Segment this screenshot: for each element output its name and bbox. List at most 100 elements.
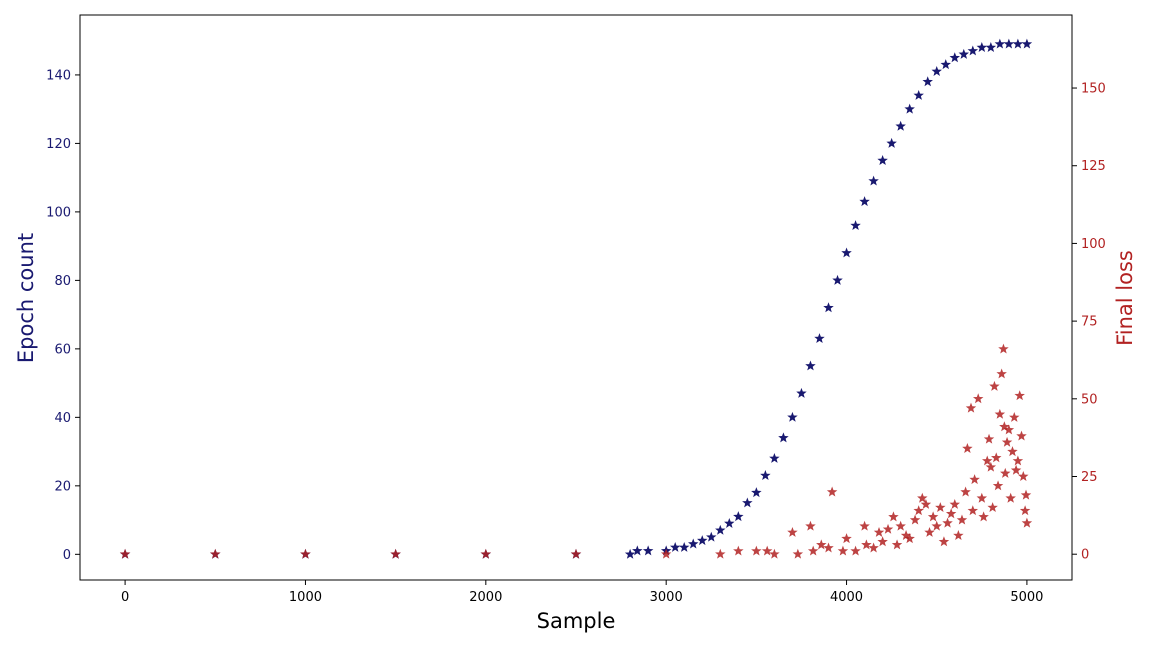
data-point xyxy=(886,137,897,148)
data-point xyxy=(742,497,753,508)
data-point xyxy=(787,411,798,422)
data-point xyxy=(949,52,960,63)
data-point xyxy=(816,539,827,550)
data-point xyxy=(868,542,879,553)
data-point xyxy=(994,38,1006,49)
data-point xyxy=(390,548,401,559)
data-point xyxy=(751,487,762,498)
data-point xyxy=(1014,390,1025,401)
data-point xyxy=(570,548,582,559)
series-final-loss xyxy=(119,343,1033,559)
x-tick-label: 4000 xyxy=(830,590,863,605)
data-point xyxy=(962,443,973,453)
data-point xyxy=(1000,467,1011,478)
data-point xyxy=(841,247,852,258)
data-point xyxy=(678,541,690,552)
data-point xyxy=(942,517,953,528)
data-point xyxy=(960,486,971,497)
data-point xyxy=(976,492,988,503)
data-point xyxy=(895,120,906,131)
y-right-tick-label: 75 xyxy=(1081,315,1098,330)
data-point xyxy=(868,175,879,186)
y-left-tick-label: 140 xyxy=(46,68,71,83)
data-point xyxy=(632,545,643,556)
data-point xyxy=(859,520,870,531)
data-point xyxy=(873,526,885,537)
x-tick-label: 0 xyxy=(121,590,129,605)
data-point xyxy=(832,274,843,285)
data-point xyxy=(958,48,970,59)
data-point xyxy=(953,530,964,541)
data-point xyxy=(922,76,933,87)
x-tick-label: 5000 xyxy=(1010,590,1043,605)
data-point xyxy=(688,538,699,549)
data-point xyxy=(998,343,1009,354)
x-axis-title: Sample xyxy=(537,609,616,633)
data-point xyxy=(913,89,924,100)
data-point xyxy=(733,511,744,522)
data-point xyxy=(1005,492,1016,503)
data-point xyxy=(769,548,780,559)
data-point xyxy=(792,548,804,559)
data-point xyxy=(826,486,838,497)
data-point xyxy=(904,103,915,114)
data-point xyxy=(877,536,888,547)
data-point xyxy=(861,539,872,550)
data-point xyxy=(1003,38,1015,49)
y-left-tick-label: 40 xyxy=(54,411,71,426)
data-point xyxy=(850,545,861,556)
data-point xyxy=(715,548,726,559)
data-point xyxy=(940,59,951,70)
data-point xyxy=(841,533,852,544)
data-point xyxy=(900,530,912,541)
data-point xyxy=(624,548,636,559)
data-point xyxy=(927,511,939,522)
data-point xyxy=(985,42,997,52)
data-point xyxy=(1012,38,1024,49)
data-point xyxy=(909,514,921,525)
data-point xyxy=(983,433,995,444)
data-point xyxy=(949,498,960,509)
data-point xyxy=(917,492,928,503)
y-left-tick-label: 80 xyxy=(54,274,71,289)
data-point xyxy=(877,155,888,165)
data-point xyxy=(760,470,771,481)
data-point xyxy=(1010,464,1022,475)
data-point xyxy=(778,432,789,443)
y-right-tick-label: 150 xyxy=(1081,82,1106,97)
data-point xyxy=(891,539,903,550)
data-point xyxy=(642,545,654,556)
series-epoch-count xyxy=(119,38,1033,559)
y-left-tick-label: 60 xyxy=(54,342,71,357)
data-point xyxy=(931,520,942,531)
data-point xyxy=(796,387,807,398)
series-layer xyxy=(119,38,1033,559)
data-point xyxy=(996,368,1007,379)
x-tick-label: 2000 xyxy=(469,590,502,605)
data-point xyxy=(972,393,984,404)
x-axis: 0 1000 2000 3000 4000 5000 xyxy=(121,580,1043,605)
data-point xyxy=(769,452,780,463)
data-point xyxy=(480,548,492,559)
data-point xyxy=(994,408,1006,419)
data-point xyxy=(978,511,989,522)
data-point xyxy=(969,474,980,485)
data-point xyxy=(1007,446,1018,457)
data-point xyxy=(985,461,997,472)
data-point xyxy=(895,520,906,531)
data-point xyxy=(982,455,993,466)
data-point xyxy=(1016,430,1027,441)
y-right-tick-label: 100 xyxy=(1081,237,1106,252)
data-point xyxy=(859,196,870,207)
data-point xyxy=(837,545,849,556)
data-point xyxy=(715,524,726,535)
data-point xyxy=(938,536,950,547)
data-point xyxy=(119,548,131,559)
plot-frame xyxy=(79,14,1073,581)
data-point xyxy=(1019,505,1031,516)
data-point xyxy=(697,535,708,546)
data-point xyxy=(967,505,979,516)
data-point xyxy=(300,548,311,559)
